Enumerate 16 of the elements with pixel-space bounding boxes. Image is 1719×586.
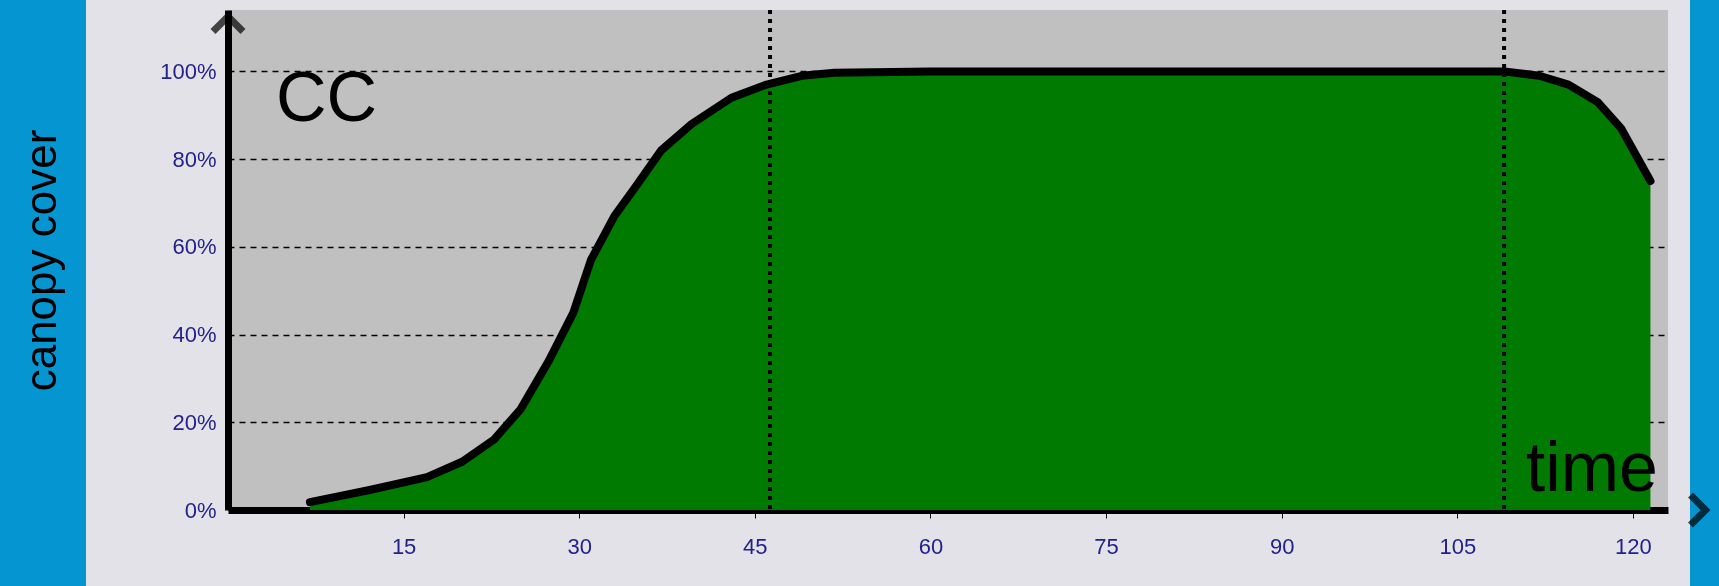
x-tick-label: 90 — [1269, 533, 1295, 559]
x-tick-label: 60 — [918, 533, 944, 559]
annotation: CC — [276, 58, 378, 136]
x-tick-label: 15 — [391, 533, 417, 559]
x-tick-label: 105 — [1439, 533, 1477, 559]
y-tick-label: 100% — [160, 58, 217, 84]
x-tick-label: 45 — [743, 533, 768, 559]
y-tick-label: 80% — [172, 146, 217, 172]
x-tick-label: 120 — [1615, 533, 1652, 559]
x-tick-label: 75 — [1094, 533, 1119, 559]
y-tick-label: 0% — [184, 497, 217, 523]
y-tick-label: 20% — [172, 409, 217, 435]
y-tick-label: 60% — [172, 234, 217, 260]
y-tick-label: 40% — [172, 322, 217, 348]
y-axis-title: canopy cover — [15, 129, 65, 392]
x-tick-label: 30 — [567, 533, 592, 559]
